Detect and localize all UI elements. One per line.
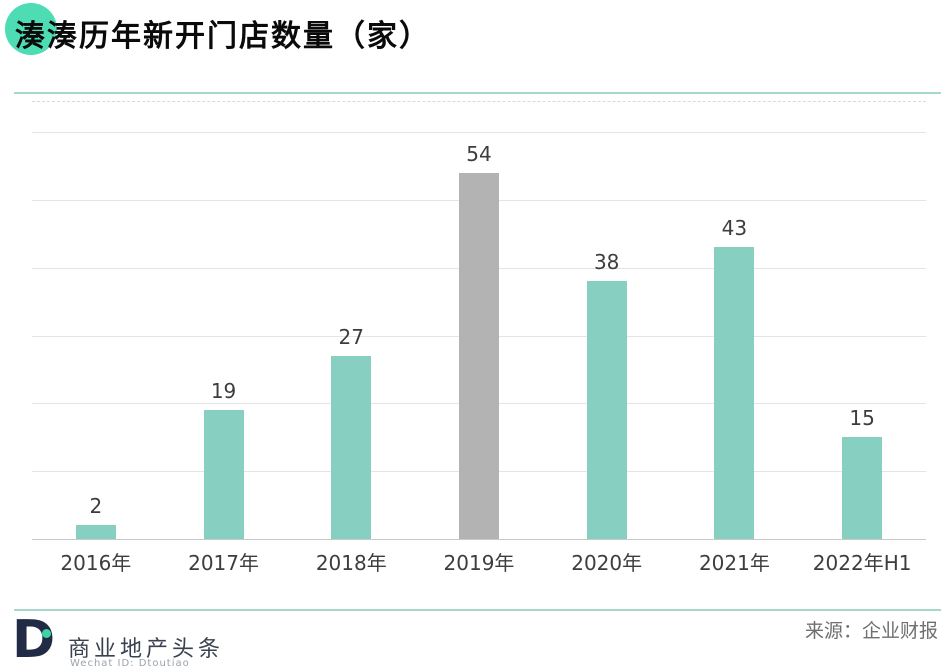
bar-value-label: 43 <box>721 216 748 241</box>
plot-area: 2 2016年 19 2017年 27 2018年 54 2019年 38 2020年 43 2021… <box>32 101 926 575</box>
bar-value-label: 19 <box>210 379 237 404</box>
bar <box>75 525 116 539</box>
x-axis-line <box>32 539 926 540</box>
x-axis-label: 2018年 <box>315 551 387 575</box>
bar <box>842 437 883 539</box>
top-divider <box>14 92 941 94</box>
bar-column: 38 2020年 <box>543 102 671 575</box>
bar-column: 15 2022年H1 <box>798 102 926 575</box>
bar <box>331 355 372 539</box>
bar-value-label: 15 <box>849 406 875 431</box>
bar-value-label: 27 <box>338 324 364 349</box>
x-axis-label: 2020年 <box>571 551 643 575</box>
bar-value-label: 38 <box>593 250 620 275</box>
brand-name: 商业地产头条 <box>68 637 225 662</box>
bottom-divider <box>14 609 941 611</box>
x-axis-label: 2019年 <box>443 551 515 575</box>
title-accent-circle <box>5 3 57 55</box>
brand-logo-letter: D <box>12 610 56 670</box>
gridline <box>32 132 926 134</box>
bar-column: 54 2019年 <box>415 102 543 575</box>
x-axis-label: 2016年 <box>60 551 132 575</box>
bar-column: 2 2016年 <box>32 102 160 575</box>
x-axis-label: 2017年 <box>188 551 259 575</box>
bar-column: 43 2021年 <box>671 102 799 575</box>
source-label: 来源：企业财报 <box>804 620 938 642</box>
chart-title: 湊湊历年新开门店数量（家） <box>15 19 431 54</box>
logo-dot-icon <box>42 629 51 638</box>
bar <box>203 410 244 539</box>
bar <box>714 247 755 539</box>
bar <box>458 172 499 539</box>
bar-column: 27 2018年 <box>287 102 415 575</box>
wechat-id: Wechat ID: Dtoutiao <box>70 658 190 669</box>
bar-column: 19 2017年 <box>160 102 288 575</box>
bar-value-label: 2 <box>89 494 103 519</box>
bar <box>586 281 627 539</box>
x-axis-label: 2022年H1 <box>812 551 912 575</box>
bar-value-label: 54 <box>466 141 492 166</box>
x-axis-label: 2021年 <box>698 551 770 575</box>
